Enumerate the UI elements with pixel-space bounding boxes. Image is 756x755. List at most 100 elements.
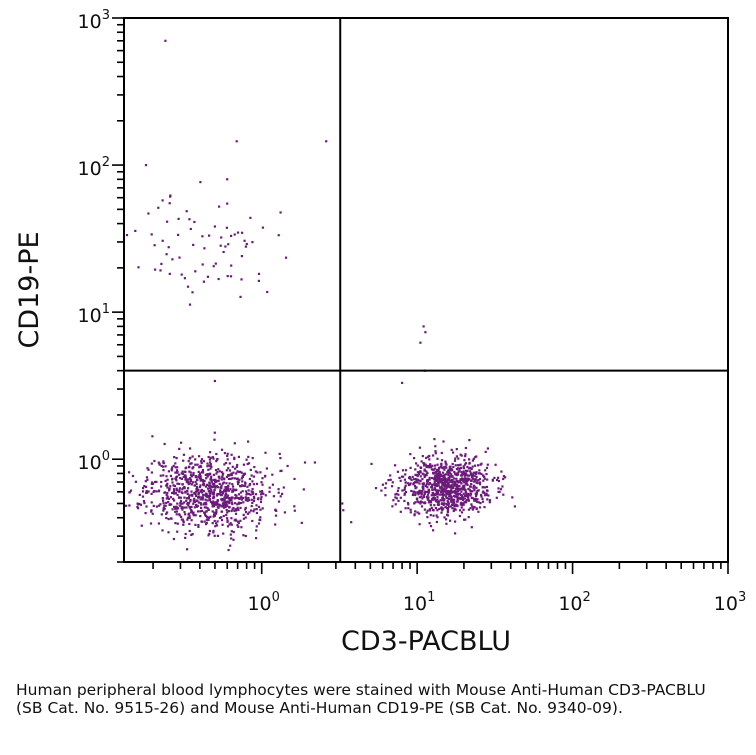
scatter-point <box>415 486 418 489</box>
scatter-point <box>436 516 439 519</box>
scatter-point <box>171 478 174 481</box>
scatter-point <box>403 478 406 481</box>
scatter-point <box>391 505 394 508</box>
scatter-point <box>230 499 233 502</box>
scatter-point <box>439 499 442 502</box>
scatter-point <box>434 452 437 455</box>
scatter-point <box>209 515 212 518</box>
scatter-point <box>237 455 240 458</box>
scatter-point <box>421 501 424 504</box>
scatter-point <box>459 479 462 482</box>
scatter-point <box>455 468 458 471</box>
scatter-point <box>247 462 251 465</box>
scatter-point <box>129 489 133 492</box>
scatter-point <box>226 178 229 181</box>
scatter-point <box>170 503 173 506</box>
scatter-point <box>412 478 415 481</box>
scatter-point <box>205 506 208 509</box>
scatter-point <box>160 513 163 516</box>
scatter-point <box>233 489 236 492</box>
scatter-point <box>230 496 233 499</box>
scatter-point <box>257 497 260 500</box>
scatter-point <box>151 512 154 515</box>
scatter-point <box>222 506 226 509</box>
scatter-point <box>485 473 488 476</box>
scatter-point <box>182 523 185 526</box>
scatter-point <box>453 505 456 508</box>
scatter-point <box>212 265 215 268</box>
scatter-point <box>453 498 456 501</box>
scatter-point <box>279 211 282 214</box>
scatter-point <box>440 464 443 467</box>
scatter-point <box>268 490 271 493</box>
scatter-point <box>495 496 498 499</box>
scatter-point <box>424 490 427 493</box>
scatter-point <box>209 464 212 467</box>
scatter-point <box>215 460 218 463</box>
scatter-point <box>434 445 437 448</box>
scatter-point <box>220 448 224 451</box>
scatter-point <box>208 464 211 467</box>
scatter-point <box>445 518 448 521</box>
scatter-point <box>174 462 177 465</box>
scatter-point <box>175 457 178 460</box>
scatter-point <box>179 499 183 502</box>
scatter-point <box>478 469 481 472</box>
scatter-point <box>188 529 191 533</box>
scatter-point <box>407 507 410 510</box>
scatter-point <box>440 478 443 481</box>
scatter-point <box>447 495 451 498</box>
scatter-point <box>166 492 169 495</box>
scatter-point <box>449 469 452 472</box>
quadrant-gates <box>124 18 728 562</box>
scatter-point <box>442 503 445 506</box>
scatter-point <box>162 465 165 468</box>
scatter-point <box>418 496 421 499</box>
scatter-point <box>194 490 197 493</box>
scatter-point <box>142 500 146 503</box>
scatter-point <box>212 500 215 503</box>
scatter-point <box>453 477 456 480</box>
scatter-point <box>226 454 229 458</box>
scatter-point <box>395 497 398 500</box>
scatter-point <box>220 494 223 497</box>
scatter-point <box>171 508 174 511</box>
scatter-point <box>186 492 189 496</box>
scatter-point <box>444 488 447 491</box>
scatter-point <box>188 465 191 468</box>
scatter-point <box>202 280 205 283</box>
scatter-point <box>241 484 244 487</box>
scatter-point <box>207 508 210 511</box>
scatter-point <box>450 497 453 500</box>
scatter-point <box>188 522 191 526</box>
scatter-point <box>212 478 215 481</box>
scatter-point <box>201 498 204 501</box>
scatter-point <box>200 458 204 461</box>
scatter-point <box>200 520 203 523</box>
scatter-point <box>459 497 462 500</box>
scatter-point <box>176 471 179 474</box>
scatter-point <box>416 498 419 501</box>
scatter-point <box>463 494 466 497</box>
scatter-point <box>173 484 176 488</box>
scatter-point <box>441 486 444 489</box>
scatter-point <box>442 440 445 443</box>
scatter-point <box>452 509 455 513</box>
scatter-point <box>432 509 435 512</box>
scatter-point <box>404 507 407 510</box>
scatter-point <box>442 488 445 491</box>
scatter-point <box>439 493 442 496</box>
scatter-point <box>471 465 474 468</box>
scatter-point <box>188 516 191 519</box>
scatter-point <box>194 463 197 466</box>
scatter-point <box>446 509 449 512</box>
scatter-point <box>425 495 428 498</box>
scatter-point <box>421 485 424 488</box>
scatter-point <box>463 459 466 462</box>
scatter-point <box>157 490 160 493</box>
scatter-point <box>167 470 170 473</box>
scatter-point <box>374 487 378 490</box>
scatter-point <box>272 495 275 498</box>
scatter-point <box>473 474 476 477</box>
y-tick-label: 101 <box>78 302 110 327</box>
